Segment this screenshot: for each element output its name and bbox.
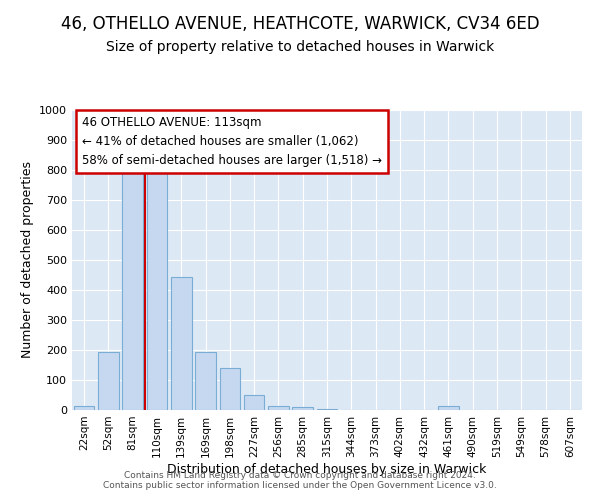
Bar (195, 352, 216, 410)
Bar (122, 173, 143, 410)
Text: Contains HM Land Registry data © Crown copyright and database right 2024.
Contai: Contains HM Land Registry data © Crown c… (103, 470, 497, 490)
Bar (438, 406, 459, 410)
X-axis label: Distribution of detached houses by size in Warwick: Distribution of detached houses by size … (167, 462, 487, 475)
Bar (146, 173, 167, 410)
Bar (220, 368, 240, 410)
Y-axis label: Number of detached properties: Number of detached properties (20, 162, 34, 358)
Bar (292, 407, 313, 410)
Bar (244, 395, 265, 410)
Text: 46, OTHELLO AVENUE, HEATHCOTE, WARWICK, CV34 6ED: 46, OTHELLO AVENUE, HEATHCOTE, WARWICK, … (61, 15, 539, 33)
Bar (74, 406, 94, 410)
Bar (268, 406, 289, 410)
Text: 46 OTHELLO AVENUE: 113sqm
← 41% of detached houses are smaller (1,062)
58% of se: 46 OTHELLO AVENUE: 113sqm ← 41% of detac… (82, 116, 382, 167)
Text: Size of property relative to detached houses in Warwick: Size of property relative to detached ho… (106, 40, 494, 54)
Bar (317, 408, 337, 410)
Bar (171, 276, 191, 410)
Bar (98, 352, 119, 410)
